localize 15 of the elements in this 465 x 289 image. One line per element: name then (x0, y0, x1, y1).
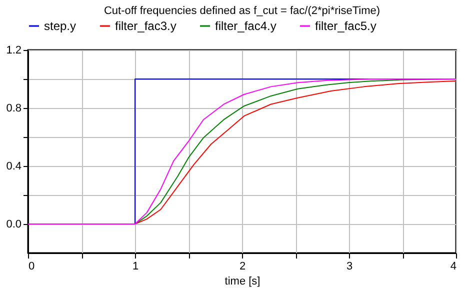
chart-title: Cut-off frequencies defined as f_cut = fac/(2*pi*riseTime) (104, 5, 380, 17)
y-tick-label: 1.2 (6, 44, 22, 56)
y-tick-label: 0.0 (6, 218, 22, 230)
y-tick-label: 0.4 (6, 160, 22, 172)
x-tick-label: 1 (132, 260, 139, 272)
x-tick-label: 2 (239, 260, 246, 272)
legend-label: step.y (44, 19, 76, 33)
y-tick-label: 0.8 (6, 102, 22, 114)
x-tick-label: 4 (450, 260, 456, 272)
x-tick-label: 0 (28, 260, 35, 272)
legend-label: filter_fac3.y (115, 19, 176, 33)
legend-label: filter_fac4.y (215, 19, 276, 33)
x-tick-label: 3 (346, 260, 353, 272)
x-axis-title: time [s] (224, 276, 260, 288)
legend-label: filter_fac5.y (315, 19, 376, 33)
